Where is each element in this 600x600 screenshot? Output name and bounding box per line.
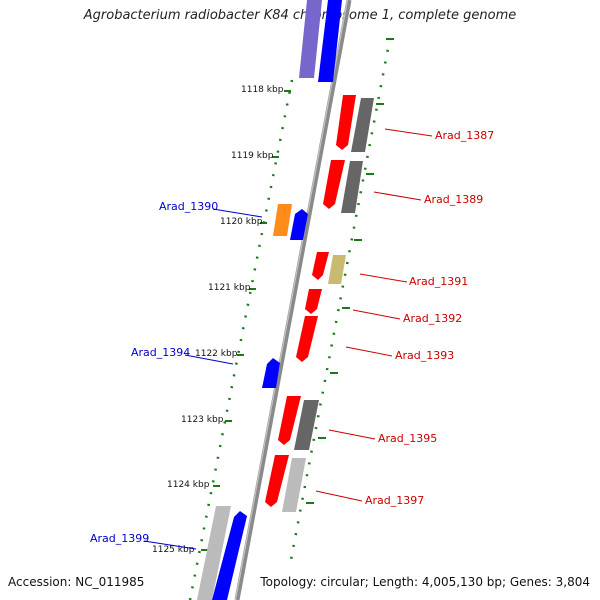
gene-lightgray-bottom[interactable] bbox=[197, 506, 231, 600]
gene-label-arad-1392[interactable]: Arad_1392 bbox=[403, 312, 462, 325]
gene-red-1389[interactable] bbox=[323, 160, 345, 209]
gene-red-1393[interactable] bbox=[296, 316, 318, 362]
gene-red-1392[interactable] bbox=[305, 289, 322, 314]
leader-1397 bbox=[315, 490, 363, 502]
gene-blue-top[interactable] bbox=[318, 0, 342, 82]
label-leader-lines bbox=[143, 128, 433, 550]
gene-gray-1395[interactable] bbox=[294, 400, 319, 450]
leader-1389 bbox=[373, 191, 422, 201]
gene-red-1397[interactable] bbox=[265, 455, 289, 507]
gene-orange[interactable] bbox=[273, 204, 292, 236]
gene-gray-1389[interactable] bbox=[341, 161, 363, 213]
map-title: Agrobacterium radiobacter K84 chromosome… bbox=[83, 8, 517, 23]
gene-red-1387[interactable] bbox=[336, 95, 356, 150]
gene-label-arad-1394[interactable]: Arad_1394 bbox=[131, 346, 190, 359]
gene-purple-top[interactable] bbox=[299, 0, 322, 78]
reverse-strand-genes bbox=[197, 0, 342, 600]
tick-label-1122: 1122 kbp bbox=[195, 349, 238, 359]
leader-1393 bbox=[345, 346, 393, 357]
leader-1392 bbox=[352, 309, 401, 320]
chromosome-backbone-highlight bbox=[234, 0, 349, 600]
gene-label-arad-1387[interactable]: Arad_1387 bbox=[435, 129, 494, 142]
gene-red-1395[interactable] bbox=[278, 396, 301, 445]
leader-1395 bbox=[328, 429, 376, 440]
tick-label-1121: 1121 kbp bbox=[208, 283, 251, 293]
gene-gray-1387[interactable] bbox=[351, 98, 374, 152]
gene-label-arad-1395[interactable]: Arad_1395 bbox=[378, 432, 437, 445]
gene-label-arad-1393[interactable]: Arad_1393 bbox=[395, 349, 454, 362]
tick-label-1125: 1125 kbp bbox=[152, 545, 195, 555]
gene-labels: Arad_1390 Arad_1394 Arad_1399 Arad_1387 … bbox=[90, 129, 494, 545]
tick-label-1119: 1119 kbp bbox=[231, 151, 274, 161]
gene-blue-1399[interactable] bbox=[212, 511, 247, 600]
leader-1394 bbox=[184, 354, 234, 365]
gene-label-arad-1389[interactable]: Arad_1389 bbox=[424, 193, 483, 206]
gene-label-arad-1397[interactable]: Arad_1397 bbox=[365, 494, 424, 507]
tick-labels: 1118 kbp 1119 kbp 1120 kbp 1121 kbp 1122… bbox=[152, 85, 284, 555]
tick-label-1124: 1124 kbp bbox=[167, 480, 210, 490]
genome-stats-text: Topology: circular; Length: 4,005,130 bp… bbox=[260, 575, 590, 589]
inner-dotted-track bbox=[188, 79, 294, 600]
gene-label-arad-1391[interactable]: Arad_1391 bbox=[409, 275, 468, 288]
chromosome-backbone bbox=[234, 0, 352, 600]
tick-label-1120: 1120 kbp bbox=[220, 217, 263, 227]
accession-text: Accession: NC_011985 bbox=[8, 575, 145, 589]
leader-1390 bbox=[212, 208, 263, 218]
gene-khaki-1391[interactable] bbox=[328, 255, 346, 284]
gene-label-arad-1390[interactable]: Arad_1390 bbox=[159, 200, 218, 213]
tick-label-1118: 1118 kbp bbox=[241, 85, 284, 95]
gene-blue-1394[interactable] bbox=[262, 358, 280, 388]
gene-red-1391[interactable] bbox=[312, 252, 329, 280]
forward-strand-genes bbox=[265, 95, 374, 512]
tick-marks bbox=[201, 38, 394, 551]
leader-1399 bbox=[143, 540, 197, 550]
gene-lightgray-1397[interactable] bbox=[282, 458, 306, 512]
tick-label-1123: 1123 kbp bbox=[181, 415, 224, 425]
gene-label-arad-1399[interactable]: Arad_1399 bbox=[90, 532, 149, 545]
leader-1391 bbox=[359, 273, 408, 283]
leader-1387 bbox=[384, 128, 433, 137]
gene-blue-1390[interactable] bbox=[290, 209, 308, 240]
